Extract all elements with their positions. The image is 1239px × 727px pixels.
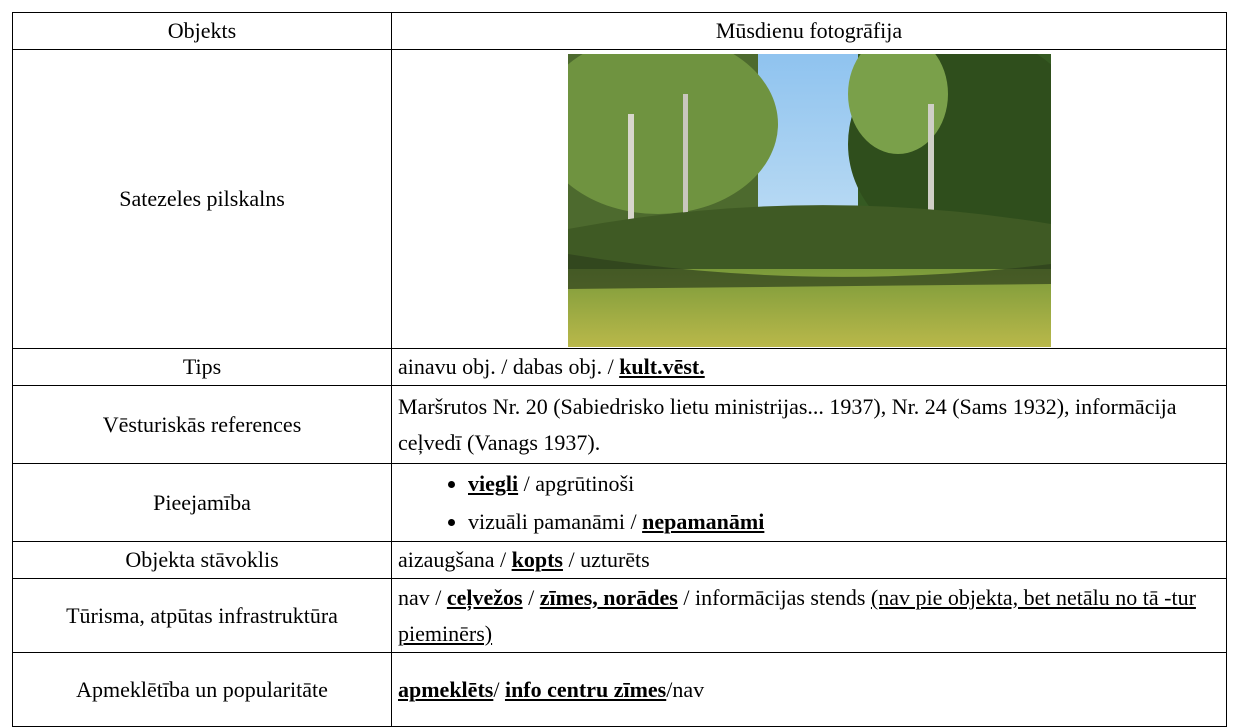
value-cell: viegli / apgrūtinošivizuāli pamanāmi / n… [391,463,1227,542]
text: Maršrutos Nr. 20 (Sabiedrisko lietu mini… [398,393,1177,455]
text: Mūsdienu fotogrāfija [715,18,903,43]
object-table: Objekts Mūsdienu fotogrāfija Satezeles pil… [12,12,1227,727]
text: / informācijas stends [677,584,871,610]
bullet: viegli / apgrūtinoši [468,465,1220,503]
text: aizaugšana / [398,547,512,572]
text: apmeklēts [398,676,494,702]
text: Vēsturiskās references [102,411,302,437]
row: Apmeklētība un popularitāte apmeklēts/ in… [12,652,1227,727]
text: nepamanāmi [642,508,765,534]
text: Objekta stāvoklis [125,547,279,572]
text: Apmeklētība un popularitāte [76,676,328,702]
label-cell: Objekta stāvoklis [12,541,392,579]
text: ainavu obj. / dabas obj. / [398,354,620,379]
text: vizuāli pamanāmi / [468,508,643,534]
header-cell: Objekts [12,12,392,50]
value-cell [391,49,1227,349]
value-cell: aizaugšana / kopts / uzturēts [391,541,1227,579]
row: Vēsturiskās references Maršrutos Nr. 20 (… [12,385,1227,464]
text: / [522,584,540,610]
header-row: Objekts Mūsdienu fotogrāfija [12,12,1227,50]
text: kult.vēst. [619,354,705,379]
row: Tips ainavu obj. / dabas obj. / kult.vēst… [12,348,1227,386]
bullet: vizuāli pamanāmi / nepamanāmi [468,503,1220,541]
text: Objekts [167,18,237,43]
text: Pieejamība [153,489,251,515]
label-cell: Tips [12,348,392,386]
label-cell: Vēsturiskās references [12,385,392,464]
row: Pieejamībaviegli / apgrūtinošivizuāli pa… [12,463,1227,542]
text: / apgrūtinoši [518,470,635,496]
label-cell: Apmeklētība un popularitāte [12,652,392,727]
text: / uzturēts [562,547,650,572]
header-cell: Mūsdienu fotogrāfija [391,12,1227,50]
value-cell: apmeklēts/ info centru zīmes/nav [391,652,1227,727]
text: viegli [468,470,519,496]
text: zīmes, norādes [539,584,678,610]
value-cell: ainavu obj. / dabas obj. / kult.vēst. [391,348,1227,386]
label-cell: Pieejamība [12,463,392,542]
text: info centru zīmes [504,676,667,702]
text: (nav pie objekta, bet netālu no tā -tur … [398,584,1196,646]
text: /nav [666,676,705,702]
row: Objekta stāvoklis aizaugšana / kopts / uz… [12,541,1227,579]
row: Satezeles pilskalns [12,49,1227,349]
value-cell: nav / ceļvežos / zīmes, norādes / inform… [391,578,1227,653]
value-cell: Maršrutos Nr. 20 (Sabiedrisko lietu mini… [391,385,1227,464]
row: Tūrisma, atpūtas infrastruktūra nav / ceļ… [12,578,1227,653]
bullet-list: viegli / apgrūtinošivizuāli pamanāmi / n… [398,465,1220,541]
table-body: Objekts Mūsdienu fotogrāfija Satezeles pil… [12,12,1227,727]
text: kopts [511,547,563,572]
text: nav / [398,584,447,610]
text: Tips [182,354,222,379]
label-cell: Tūrisma, atpūtas infrastruktūra [12,578,392,653]
text: Satezeles pilskalns [119,186,285,211]
text: ceļvežos [446,584,523,610]
text: Tūrisma, atpūtas infrastruktūra [66,602,338,628]
text: / [493,676,505,702]
label-cell: Satezeles pilskalns [12,49,392,349]
photo [567,54,1051,347]
